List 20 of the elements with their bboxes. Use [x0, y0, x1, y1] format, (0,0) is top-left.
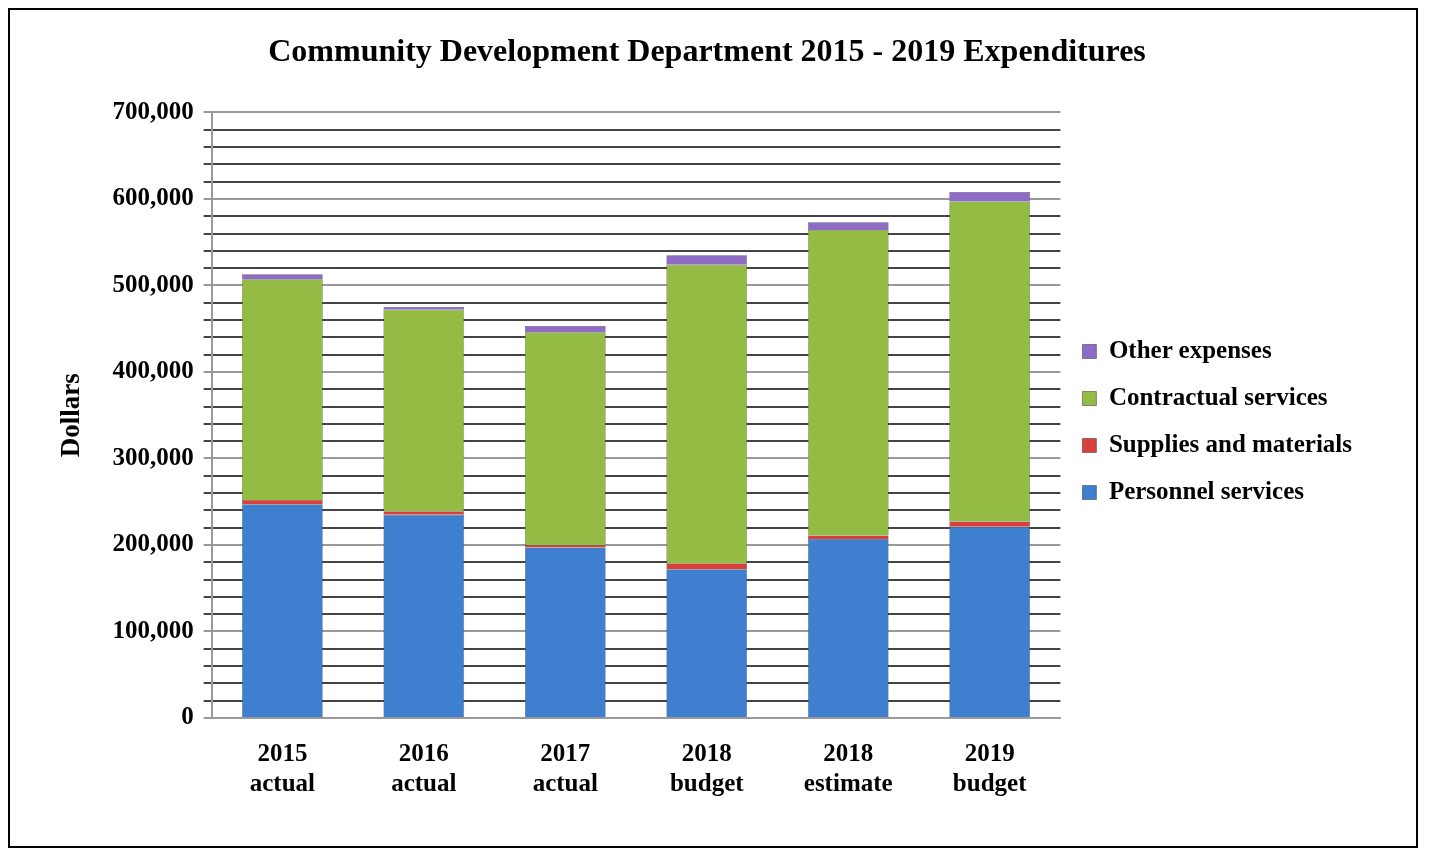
y-tick-label: 600,000 [112, 183, 194, 211]
x-tick-label: 2017 actual [532, 739, 598, 797]
x-tick-label: 2016 actual [391, 739, 457, 797]
y-tick-label: 100,000 [112, 615, 194, 643]
y-tick-label: 700,000 [112, 96, 194, 124]
legend-label: Personnel services [1108, 476, 1305, 504]
legend-label: Other expenses [1108, 335, 1272, 363]
y-tick-label: 400,000 [112, 356, 194, 384]
legend-label: Supplies and materials [1108, 429, 1353, 457]
x-tick-label: 2018 budget [669, 739, 745, 797]
chart-title: Community Development Department 2015 - 2019 Expenditures [268, 32, 1146, 69]
legend-label: Contractual services [1108, 382, 1328, 410]
y-tick-label: 200,000 [112, 529, 194, 557]
y-tick-label: 300,000 [112, 442, 194, 470]
x-tick-label: 2015 actual [249, 739, 316, 797]
y-tick-label: 0 [181, 702, 194, 730]
y-axis-title: Dollars [55, 373, 86, 458]
y-tick-label: 500,000 [112, 269, 194, 297]
x-tick-label: 2018 estimate [803, 739, 893, 797]
x-tick-label: 2019 budget [952, 739, 1028, 797]
